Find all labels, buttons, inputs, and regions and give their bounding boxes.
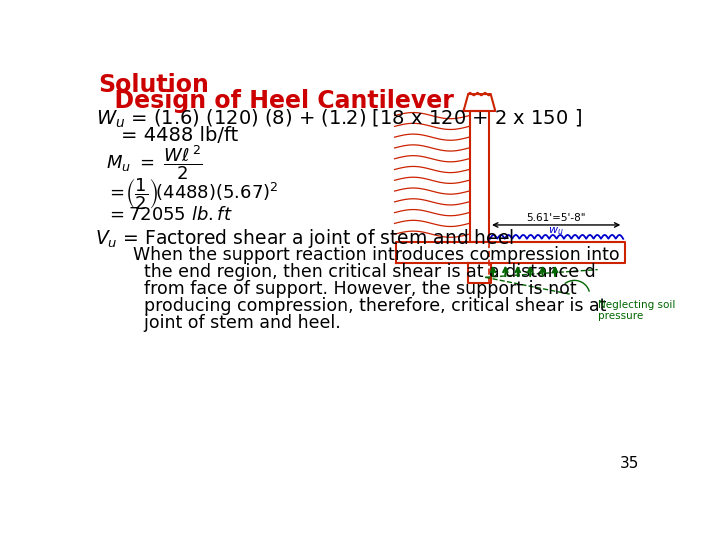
- Text: Neglecting soil
pressure: Neglecting soil pressure: [598, 300, 675, 321]
- Text: = 4488 lb/ft: = 4488 lb/ft: [121, 126, 238, 145]
- Text: producing compression, therefore, critical shear is at: producing compression, therefore, critic…: [132, 296, 606, 315]
- Text: 5.61'=5'-8": 5.61'=5'-8": [526, 213, 586, 222]
- Text: $W_u$ = (1.6) (120) (8) + (1.2) [18 x 120 + 2 x 150 ]: $W_u$ = (1.6) (120) (8) + (1.2) [18 x 12…: [96, 108, 582, 130]
- Text: When the support reaction introduces compression into: When the support reaction introduces com…: [132, 246, 619, 264]
- Text: the end region, then critical shear is at a distance d: the end region, then critical shear is a…: [132, 262, 595, 281]
- Text: $w_u$: $w_u$: [549, 226, 564, 237]
- Text: joint of stem and heel.: joint of stem and heel.: [132, 314, 341, 332]
- Text: Design of Heel Cantilever: Design of Heel Cantilever: [98, 90, 454, 113]
- Text: $V_u$ = Factored shear a joint of stem and heel: $V_u$ = Factored shear a joint of stem a…: [94, 226, 514, 249]
- Text: $= \!\left(\dfrac{1}{2}\right)\!(4488)(5.67)^2$: $= \!\left(\dfrac{1}{2}\right)\!(4488)(5…: [106, 177, 278, 212]
- Text: $M_u \ = \ \dfrac{W\ell^{\,2}}{2}$: $M_u \ = \ \dfrac{W\ell^{\,2}}{2}$: [106, 143, 202, 182]
- Text: from face of support. However, the support is not: from face of support. However, the suppo…: [132, 280, 576, 298]
- Text: $= 72055 \ \mathit{lb.ft}$: $= 72055 \ \mathit{lb.ft}$: [106, 206, 233, 225]
- Text: Solution: Solution: [98, 72, 209, 97]
- Text: 35: 35: [619, 456, 639, 471]
